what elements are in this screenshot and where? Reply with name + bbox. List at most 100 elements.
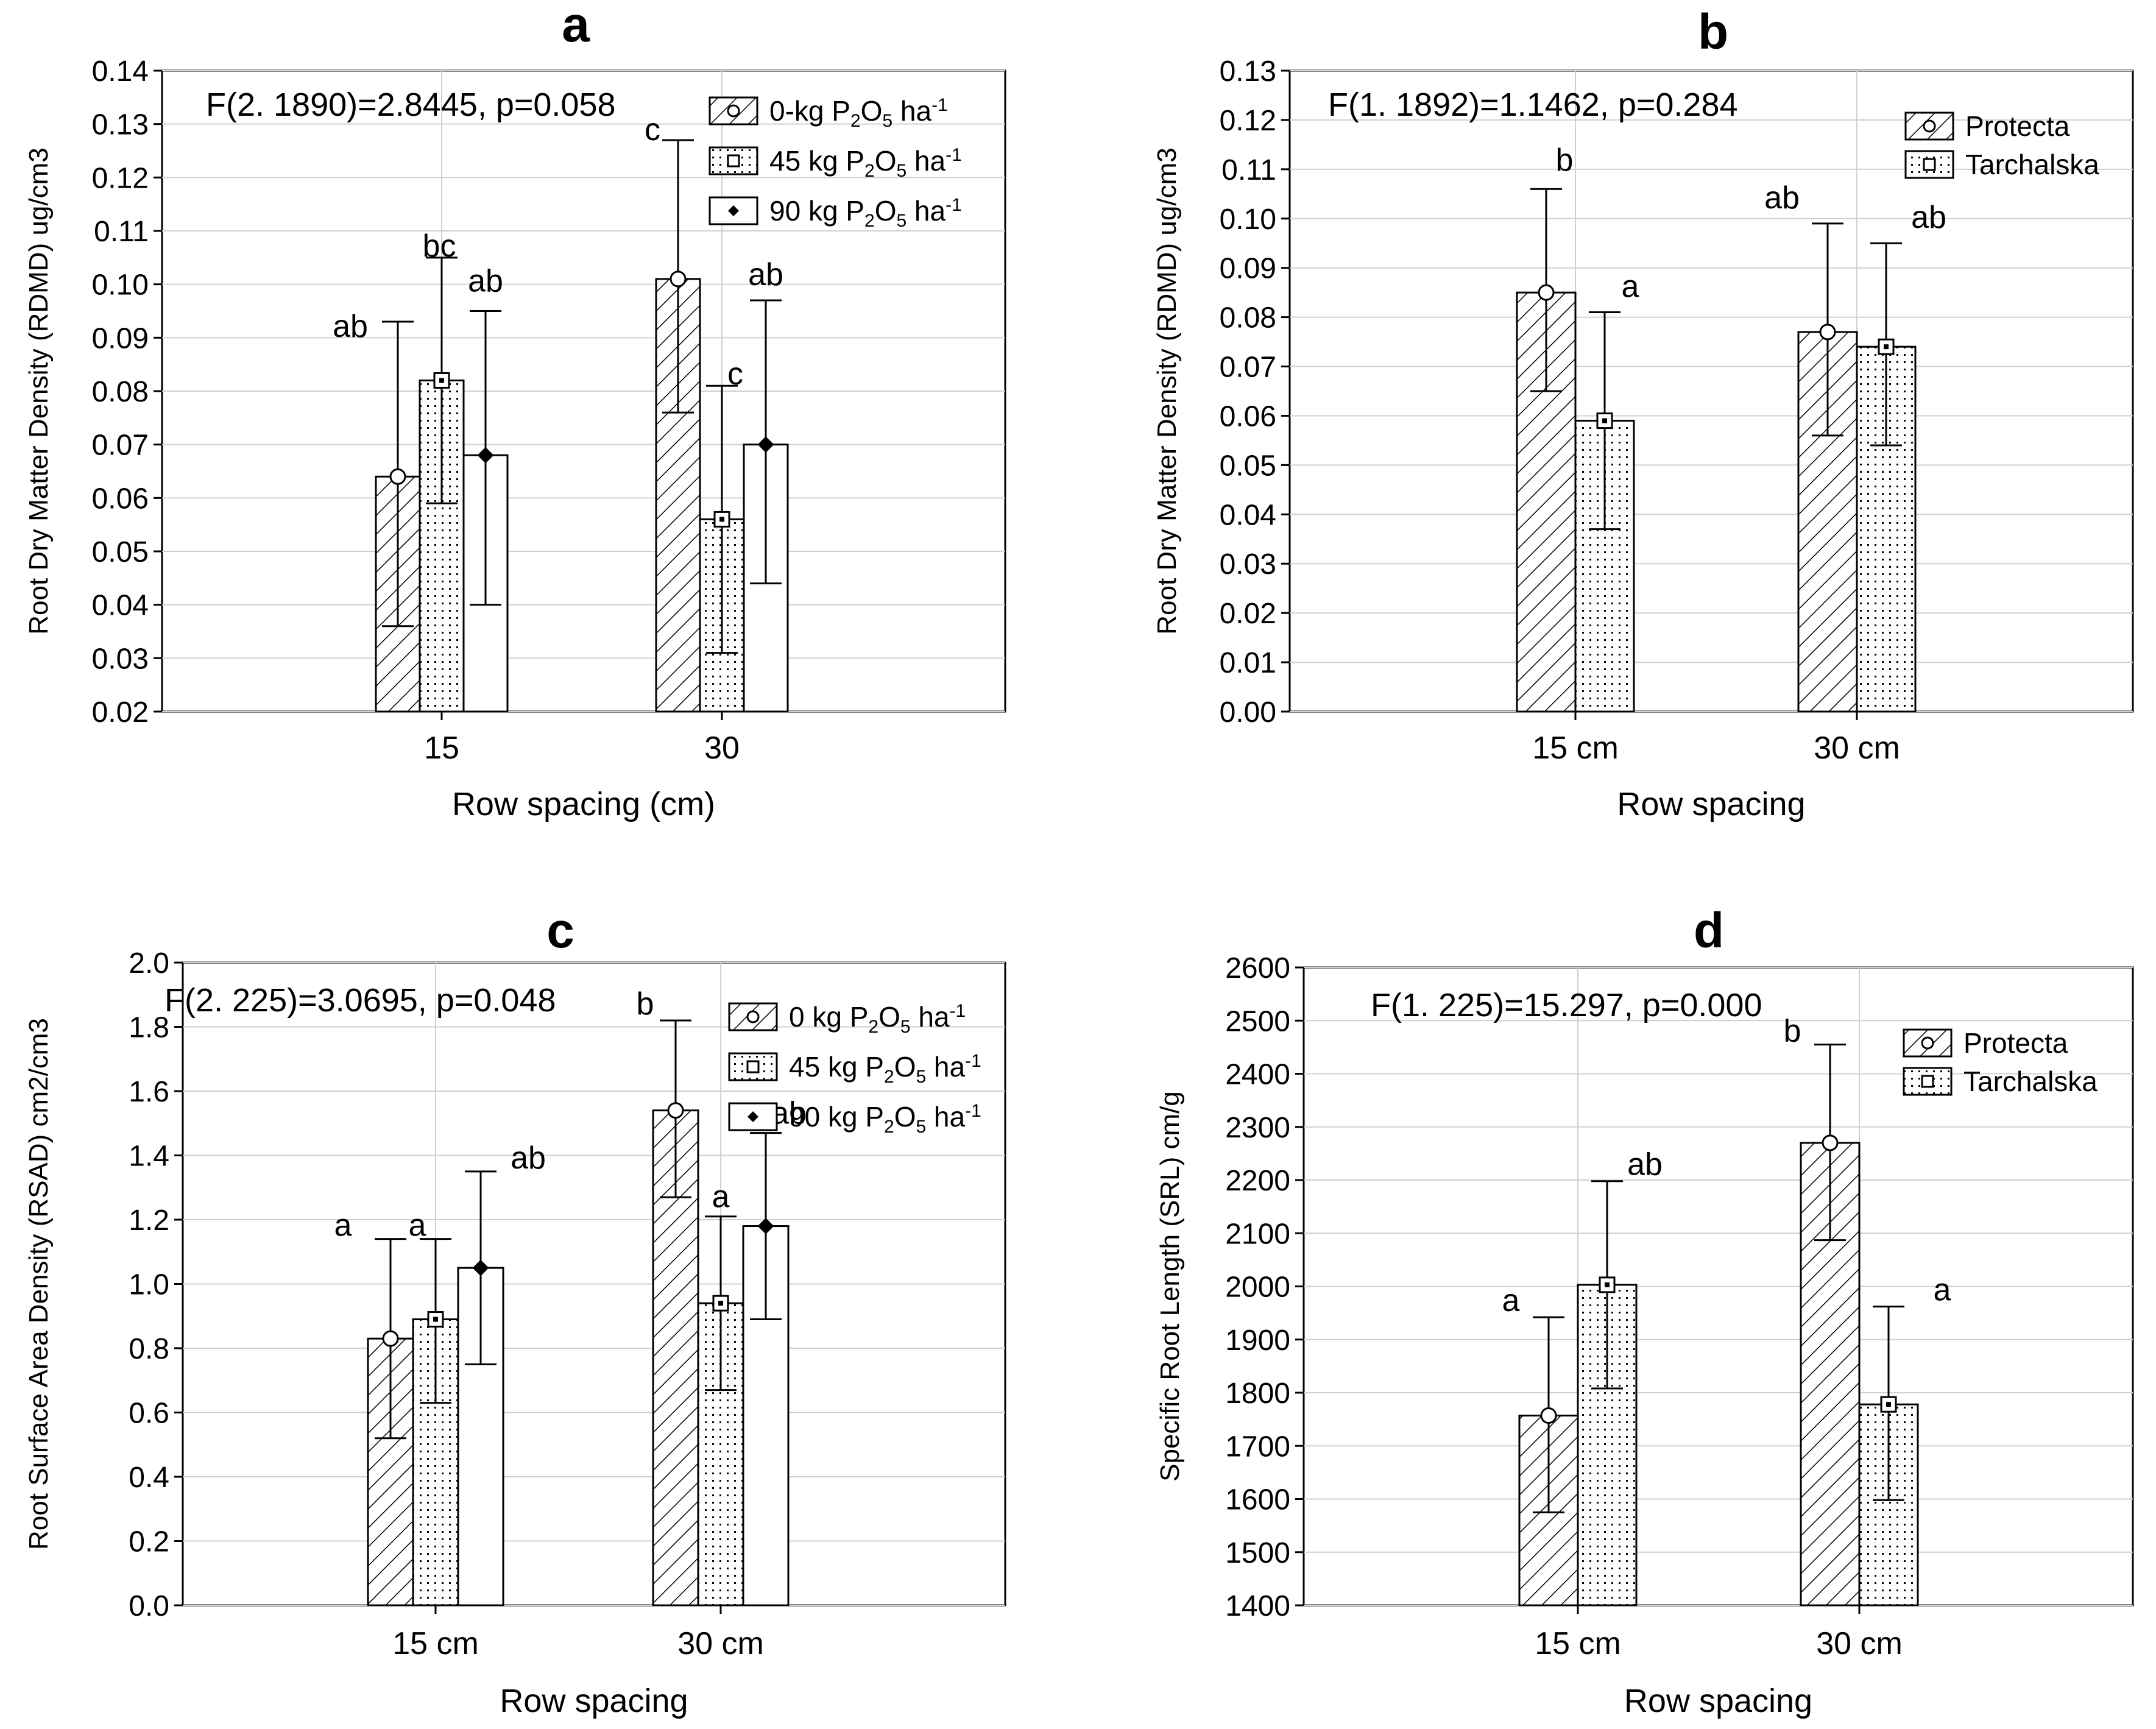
significance-letter: a — [712, 1179, 730, 1215]
mean-marker — [1886, 1402, 1891, 1407]
mean-marker — [433, 372, 450, 389]
legend-label: 90 kg P2O5 ha-1 — [769, 195, 962, 231]
y-tick-label: 2.0 — [129, 947, 169, 980]
panel-c: c 0.0 0.2 0.4 0.6 0.8 1.0 1.2 1.4 1.6 1.8 2.0 15 cm… — [24, 903, 1006, 1719]
significance-letter: c — [645, 112, 660, 147]
legend-marker — [1923, 158, 1936, 171]
significance-letter: ab — [1627, 1147, 1663, 1183]
stat-annotation: F(1. 225)=15.297, p=0.000 — [1371, 987, 1762, 1024]
y-tick-label: 0.09 — [92, 322, 149, 355]
y-tick-label: 0.05 — [1220, 450, 1276, 482]
y-tick-label: 0.02 — [1220, 598, 1276, 630]
legend-label: 0 kg P2O5 ha-1 — [789, 1001, 966, 1037]
y-tick-label: 1700 — [1225, 1430, 1290, 1463]
y-tick-label: 1.6 — [129, 1076, 169, 1108]
legend-swatch — [709, 96, 758, 126]
legend-marker — [746, 1010, 760, 1024]
stat-annotation: F(2. 1890)=2.8445, p=0.058 — [206, 87, 616, 123]
mean-marker — [667, 1102, 684, 1119]
y-tick-label: 0.02 — [92, 696, 149, 729]
significance-letter: ab — [1911, 200, 1946, 235]
y-axis-label: Root Dry Matter Density (RDMD) ug/cm3 — [24, 147, 54, 634]
y-tick-label: 0.10 — [92, 269, 149, 302]
mean-marker — [1602, 418, 1607, 423]
mean-marker — [472, 1259, 489, 1276]
x-tick-label: 15 cm — [1535, 1626, 1621, 1661]
mean-marker — [1605, 1282, 1610, 1287]
y-tick-label: 0.08 — [92, 376, 149, 408]
x-axis-label: Row spacing (cm) — [452, 786, 715, 822]
bar — [1858, 1403, 1919, 1607]
mean-marker — [670, 270, 687, 288]
y-tick-label: 1400 — [1225, 1590, 1290, 1622]
significance-letter: ab — [468, 264, 503, 299]
y-tick-label: 1900 — [1225, 1324, 1290, 1357]
y-tick-label: 0.03 — [1220, 548, 1276, 581]
mean-marker — [1538, 284, 1555, 301]
y-tick-label: 0.13 — [92, 109, 149, 141]
legend-label: Tarchalska — [1965, 149, 2099, 180]
x-tick-label: 30 — [704, 730, 740, 766]
mean-marker — [382, 1330, 399, 1347]
y-tick-label: 1.2 — [129, 1204, 169, 1237]
legend-marker — [1923, 119, 1936, 133]
stat-annotation: F(2. 225)=3.0695, p=0.048 — [164, 982, 556, 1019]
bar — [419, 379, 465, 713]
panel-d: d 1400 1500 1600 1700 1800 1900 2000 2100 2200 23… — [1155, 903, 2134, 1719]
x-tick-label: 15 cm — [392, 1626, 479, 1661]
x-tick-label: 30 cm — [1814, 730, 1900, 766]
x-axis-label: Row spacing — [1617, 786, 1805, 822]
significance-letter: a — [1622, 269, 1639, 305]
y-tick-label: 0.8 — [129, 1333, 169, 1365]
y-tick-label: 0.14 — [92, 55, 149, 88]
mean-marker — [757, 436, 774, 453]
y-axis-label: Specific Root Length (SRL) cm/g — [1155, 1091, 1185, 1482]
legend-label: 90 kg P2O5 ha-1 — [789, 1101, 981, 1137]
legend-swatch — [728, 1002, 778, 1031]
y-tick-label: 0.01 — [1220, 647, 1276, 679]
x-tick-label: 30 cm — [677, 1626, 764, 1661]
legend-label: Protecta — [1965, 110, 2070, 142]
y-tick-label: 0.4 — [129, 1462, 169, 1494]
x-tick-label: 30 cm — [1816, 1626, 1903, 1661]
significance-letter: a — [1934, 1273, 1951, 1308]
y-tick-label: 0.06 — [1220, 400, 1276, 433]
y-tick-label: 0.07 — [92, 430, 149, 462]
y-tick-label: 2300 — [1225, 1112, 1290, 1144]
panel-letter: c — [546, 903, 574, 958]
panel-letter: a — [562, 0, 590, 52]
significance-letter: ab — [748, 257, 783, 292]
y-tick-label: 0.2 — [129, 1526, 169, 1558]
significance-letter: ab — [1764, 180, 1800, 216]
y-tick-label: 0.11 — [94, 216, 149, 248]
mean-marker — [719, 517, 724, 522]
x-tick-label: 15 — [424, 730, 459, 766]
y-tick-label: 2600 — [1225, 952, 1290, 985]
panel-letter: d — [1694, 903, 1724, 958]
mean-marker — [439, 378, 444, 383]
significance-letter: b — [1556, 143, 1574, 178]
y-tick-label: 2500 — [1225, 1005, 1290, 1038]
legend-marker — [728, 205, 739, 216]
y-tick-label: 0.05 — [92, 536, 149, 568]
y-tick-label: 0.12 — [1220, 105, 1276, 137]
y-tick-label: 0.00 — [1220, 696, 1276, 729]
y-tick-label: 1500 — [1225, 1537, 1290, 1569]
y-tick-label: 0.0 — [129, 1590, 169, 1622]
mean-marker — [477, 447, 494, 464]
significance-letter: b — [1784, 1014, 1801, 1049]
y-axis-label: Root Surface Area Density (RSAD) cm2/cm3 — [24, 1018, 54, 1550]
y-tick-label: 2000 — [1225, 1271, 1290, 1304]
panel-letter: b — [1698, 4, 1728, 60]
y-tick-label: 0.09 — [1220, 253, 1276, 285]
significance-letter: bc — [423, 228, 456, 264]
legend-swatch — [728, 1052, 778, 1081]
significance-letter: c — [727, 356, 743, 392]
y-axis-label: Root Dry Matter Density (RDMD) ug/cm3 — [1152, 147, 1182, 634]
legend-label: Tarchalska — [1963, 1066, 2098, 1097]
mean-marker — [433, 1317, 438, 1322]
panel-a: a 0.02 0.03 0.04 0.05 0.06 0.07 0.08 0.09 0.10 0.… — [24, 0, 1006, 822]
mean-marker — [1540, 1407, 1557, 1424]
y-tick-label: 1.0 — [129, 1269, 169, 1301]
